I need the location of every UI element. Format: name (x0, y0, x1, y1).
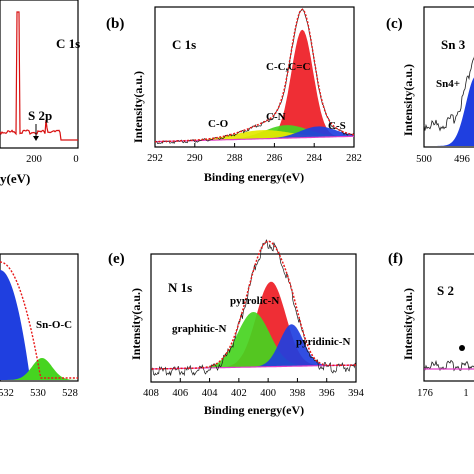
panel-b-co-label: C-O (208, 118, 229, 130)
panel-d-frame (0, 253, 79, 382)
panel-b-ccc-label: C-C,C=C (266, 61, 311, 73)
peak-graphitic-N (151, 312, 356, 369)
panel-a-xlabel: y(eV) (0, 171, 30, 186)
panel-b-letter: (b) (106, 16, 124, 32)
peak-pyridinic-N (151, 324, 356, 369)
xtick-label: 398 (290, 388, 306, 399)
xtick-label: 292 (147, 153, 163, 164)
panel-c-ylabel: Intensity(a.u.) (401, 64, 415, 136)
xtick-label: 290 (187, 153, 203, 164)
panel-b-ylabel: Intensity(a.u.) (131, 71, 145, 143)
raw-data-line (423, 359, 474, 372)
panel-a-s2p-label: S 2p (28, 108, 52, 123)
panel-a-c1s-label: C 1s (56, 36, 80, 51)
panel-c: (c) Intensity(a.u.) Sn 3 Sn4+ 500 496 (386, 6, 474, 165)
panel-e-title: N 1s (168, 280, 192, 295)
panel-e: (e) Intensity(a.u.) N 1s pyrrolic-N grap… (108, 239, 365, 417)
panel-f-marker (459, 345, 465, 351)
peak-C-S (155, 126, 354, 142)
xtick-label: 404 (202, 388, 219, 399)
panel-a: C 1s S 2p 200 0 y(eV) (0, 0, 80, 186)
xtick-label: 402 (231, 388, 247, 399)
panel-b-cs-label: C-S (328, 120, 346, 132)
panel-e-xticks: 408 406 404 402 400 398 396 394 (143, 378, 365, 399)
panel-d-plot (0, 261, 78, 380)
panel-b-xlabel: Binding energy(eV) (204, 170, 304, 184)
panel-c-tick-496: 496 (454, 154, 470, 165)
raw-data-line (423, 56, 474, 132)
panel-d-tick-532: 532 (0, 388, 14, 399)
panel-d-tick-528: 528 (62, 388, 78, 399)
panel-c-title: Sn 3 (441, 37, 466, 52)
panel-e-plot (150, 239, 357, 377)
panel-b-title: C 1s (172, 37, 196, 52)
envelope-line (151, 240, 356, 370)
xtick-label: 406 (172, 388, 188, 399)
panel-f-ylabel: Intensity(a.u.) (401, 288, 415, 360)
xtick-label: 394 (348, 388, 365, 399)
envelope-line (0, 261, 78, 379)
panel-a-frame (0, 0, 79, 149)
panel-d: Sn-O-C 532 530 528 (0, 253, 79, 399)
panel-e-ylabel: Intensity(a.u.) (129, 288, 143, 360)
panel-e-pyridinic-label: pyridinic-N (296, 336, 350, 348)
panel-b-frame (154, 6, 355, 148)
panel-f-frame (423, 253, 474, 382)
xtick-label: 282 (346, 153, 362, 164)
panel-e-graphitic-label: graphitic-N (172, 323, 226, 335)
panel-f-title: S 2 (437, 283, 454, 298)
xtick-label: 408 (143, 388, 159, 399)
panel-e-frame (150, 253, 357, 383)
xtick-label: 288 (227, 153, 243, 164)
panel-e-pyrrolic-label: pyrrolic-N (230, 295, 279, 307)
panel-a-arrowhead-icon (33, 136, 39, 141)
panel-d-snoc-label: Sn-O-C (36, 319, 72, 331)
panel-a-spectrum (0, 11, 78, 141)
panel-c-sn4-label: Sn4+ (436, 78, 460, 90)
panel-d-tick-530: 530 (30, 388, 46, 399)
panel-f-tick-176: 176 (417, 388, 433, 399)
panel-c-frame (423, 6, 474, 148)
panel-e-letter: (e) (108, 251, 125, 267)
envelope-line (154, 8, 355, 143)
panel-f-letter: (f) (388, 251, 403, 267)
peak-sn4 (424, 77, 474, 146)
peak-C-C,C=C (155, 29, 354, 142)
panel-c-letter: (c) (386, 16, 403, 32)
panel-a-tick-200: 200 (26, 154, 42, 165)
panel-e-xlabel: Binding energy(eV) (204, 403, 304, 417)
panel-f: (f) Intensity(a.u.) S 2 176 1 (388, 251, 474, 399)
xtick-label: 286 (267, 153, 283, 164)
peak-C-O (155, 130, 354, 142)
peak-sn-o (0, 270, 40, 380)
panel-c-plot (423, 56, 474, 146)
peak-sn-o-c (0, 358, 78, 380)
panel-c-tick-500: 500 (416, 154, 432, 165)
panel-b: (b) Intensity(a.u.) C 1s C-C,C=C C-N C-O… (106, 6, 362, 184)
panel-b-plot (154, 8, 355, 145)
panel-a-tick-0: 0 (73, 154, 78, 165)
panel-b-cn-label: C-N (266, 111, 286, 123)
xtick-label: 400 (260, 388, 276, 399)
panel-f-plot (423, 359, 474, 372)
panel-b-xticks: 292 290 288 286 284 282 (147, 143, 362, 164)
panel-f-tick-partial: 1 (463, 388, 468, 399)
xtick-label: 396 (319, 388, 335, 399)
xtick-label: 284 (306, 153, 323, 164)
